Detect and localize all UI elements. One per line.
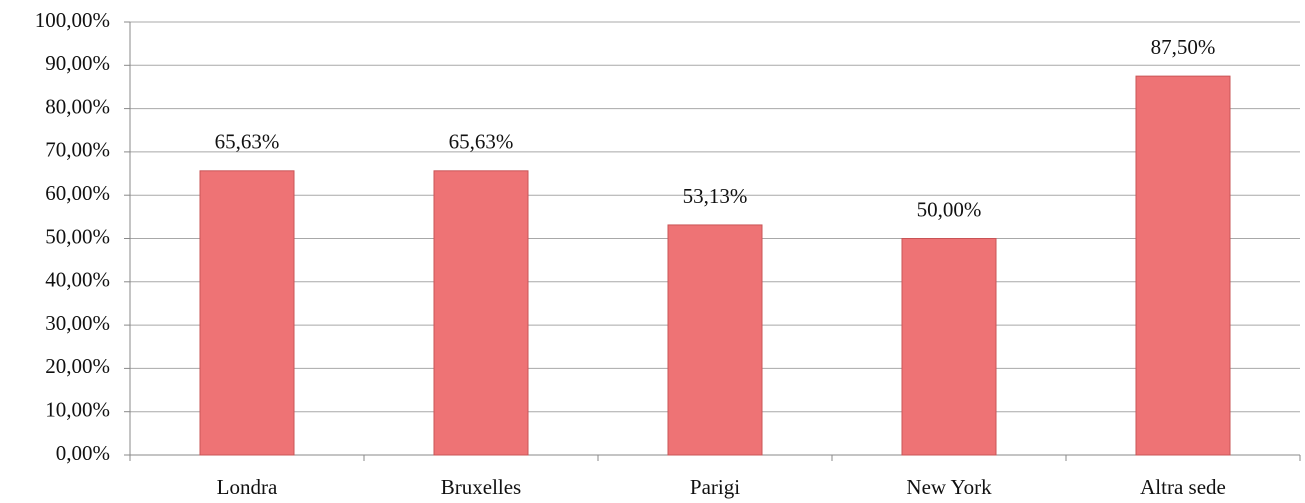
y-tick-label: 30,00% (45, 311, 110, 335)
data-label: 53,13% (683, 184, 748, 208)
x-tick-label: New York (906, 475, 992, 499)
bar (199, 170, 295, 456)
data-label: 50,00% (917, 197, 982, 221)
bar (667, 224, 763, 456)
y-tick-label: 90,00% (45, 51, 110, 75)
data-label: 65,63% (449, 130, 514, 154)
data-label: 87,50% (1151, 35, 1216, 59)
bar (1135, 75, 1231, 456)
y-tick-label: 80,00% (45, 94, 110, 118)
x-tick-label: Bruxelles (441, 475, 521, 499)
y-tick-label: 50,00% (45, 224, 110, 248)
y-tick-label: 70,00% (45, 138, 110, 162)
bar (433, 170, 529, 456)
data-label: 65,63% (215, 130, 280, 154)
x-tick-label: Parigi (690, 475, 740, 499)
x-tick-label: Altra sede (1140, 475, 1226, 499)
y-tick-label: 60,00% (45, 181, 110, 205)
y-tick-label: 10,00% (45, 398, 110, 422)
bar (901, 238, 997, 456)
y-tick-label: 0,00% (56, 441, 110, 465)
y-tick-label: 20,00% (45, 354, 110, 378)
y-tick-label: 100,00% (35, 8, 110, 32)
y-tick-label: 40,00% (45, 268, 110, 292)
x-tick-label: Londra (217, 475, 278, 499)
